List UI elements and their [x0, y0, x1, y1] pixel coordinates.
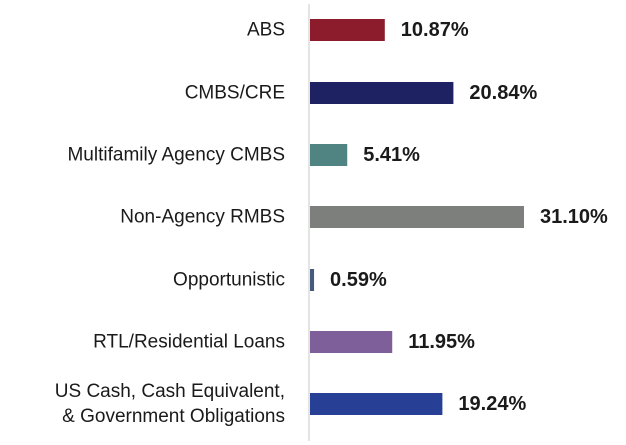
bar-value-label: 20.84% — [469, 82, 537, 104]
bar — [310, 269, 315, 291]
category-label: & Government Obligations — [62, 406, 285, 427]
bar — [310, 331, 393, 353]
category-label: CMBS/CRE — [185, 83, 285, 104]
category-label: ABS — [247, 20, 285, 41]
category-label: US Cash, Cash Equivalent, — [55, 381, 285, 402]
bar-value-label: 10.87% — [401, 19, 469, 41]
bar-value-label: 5.41% — [363, 144, 420, 166]
bar — [310, 19, 385, 41]
bar-value-label: 11.95% — [408, 331, 475, 353]
category-label: Opportunistic — [173, 270, 285, 291]
bar — [310, 393, 443, 415]
category-label: Non-Agency RMBS — [120, 207, 285, 228]
bar-value-label: 0.59% — [330, 269, 387, 291]
category-label: Multifamily Agency CMBS — [67, 145, 285, 166]
bar — [310, 144, 348, 166]
bar-value-label: 19.24% — [458, 393, 526, 415]
bar-value-label: 31.10% — [540, 206, 608, 228]
category-label: RTL/Residential Loans — [93, 332, 285, 353]
bar — [310, 82, 454, 104]
bar — [310, 206, 524, 228]
